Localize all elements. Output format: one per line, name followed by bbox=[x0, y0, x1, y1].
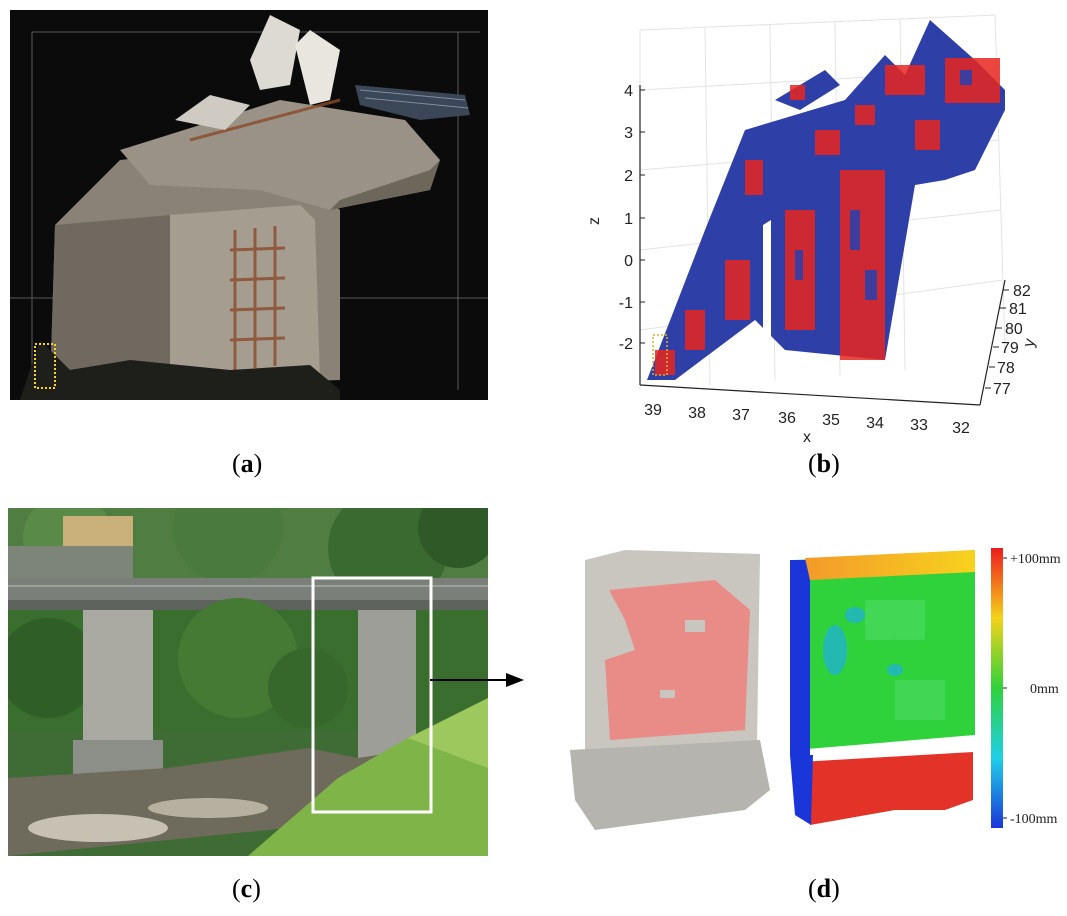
pink-overlay-region bbox=[605, 580, 750, 740]
x-tick: 37 bbox=[732, 407, 750, 424]
z-tick: 3 bbox=[624, 125, 633, 142]
z-tick: 0 bbox=[624, 253, 633, 270]
x-tick: 39 bbox=[644, 402, 662, 419]
point-cloud-render-a bbox=[10, 10, 488, 400]
bridge-photo-c bbox=[8, 508, 488, 856]
panel-b-3d-scatter-plot: 4 3 2 1 0 -1 -2 z 39 38 37 36 35 34 33 3… bbox=[585, 10, 1045, 450]
x-tick: 32 bbox=[952, 420, 970, 437]
z-tick: -1 bbox=[619, 295, 633, 312]
z-tick: 2 bbox=[624, 168, 633, 185]
arrow-c-to-d bbox=[430, 673, 524, 687]
caption-d: (d) bbox=[808, 874, 840, 903]
heatmap-red-base bbox=[800, 752, 973, 825]
x-axis-label: x bbox=[803, 429, 811, 446]
z-tick: 4 bbox=[624, 83, 633, 100]
colorbar-mid-label: 0mm bbox=[1030, 682, 1059, 697]
panel-a-point-cloud-photo bbox=[10, 10, 488, 400]
colorbar-top-label: +100mm bbox=[1010, 552, 1061, 567]
y-tick: 78 bbox=[997, 360, 1015, 377]
scatter-3d-b: 4 3 2 1 0 -1 -2 z 39 38 37 36 35 34 33 3… bbox=[586, 14, 1039, 446]
caption-b: (b) bbox=[808, 449, 840, 478]
selection-box-c bbox=[311, 576, 433, 814]
z-axis-label: z bbox=[586, 217, 603, 225]
x-tick: 38 bbox=[688, 405, 706, 422]
highlight-box-b bbox=[652, 334, 668, 376]
y-axis-label: y bbox=[1020, 337, 1038, 349]
panel-c-bridge-photo bbox=[8, 508, 488, 856]
colorbar bbox=[991, 548, 1003, 828]
y-tick: 77 bbox=[993, 381, 1011, 398]
z-tick: -2 bbox=[619, 336, 633, 353]
z-tick: 1 bbox=[624, 211, 633, 228]
deviation-map-d: +100mm 0mm -100mm bbox=[570, 548, 1061, 830]
y-tick: 80 bbox=[1005, 321, 1023, 338]
heatmap-green bbox=[795, 550, 975, 750]
x-tick: 35 bbox=[822, 412, 840, 429]
y-tick: 81 bbox=[1009, 301, 1027, 318]
caption-a: (a) bbox=[232, 449, 263, 478]
panel-d-deviation-map: +100mm 0mm -100mm bbox=[565, 540, 1065, 860]
highlight-box-a bbox=[34, 343, 56, 389]
x-tick: 36 bbox=[778, 410, 796, 427]
y-tick: 82 bbox=[1013, 283, 1031, 300]
x-tick: 34 bbox=[866, 415, 884, 432]
colorbar-bottom-label: -100mm bbox=[1010, 812, 1058, 827]
x-tick: 33 bbox=[910, 417, 928, 434]
caption-c: (c) bbox=[232, 874, 261, 903]
y-tick: 79 bbox=[1001, 340, 1019, 357]
